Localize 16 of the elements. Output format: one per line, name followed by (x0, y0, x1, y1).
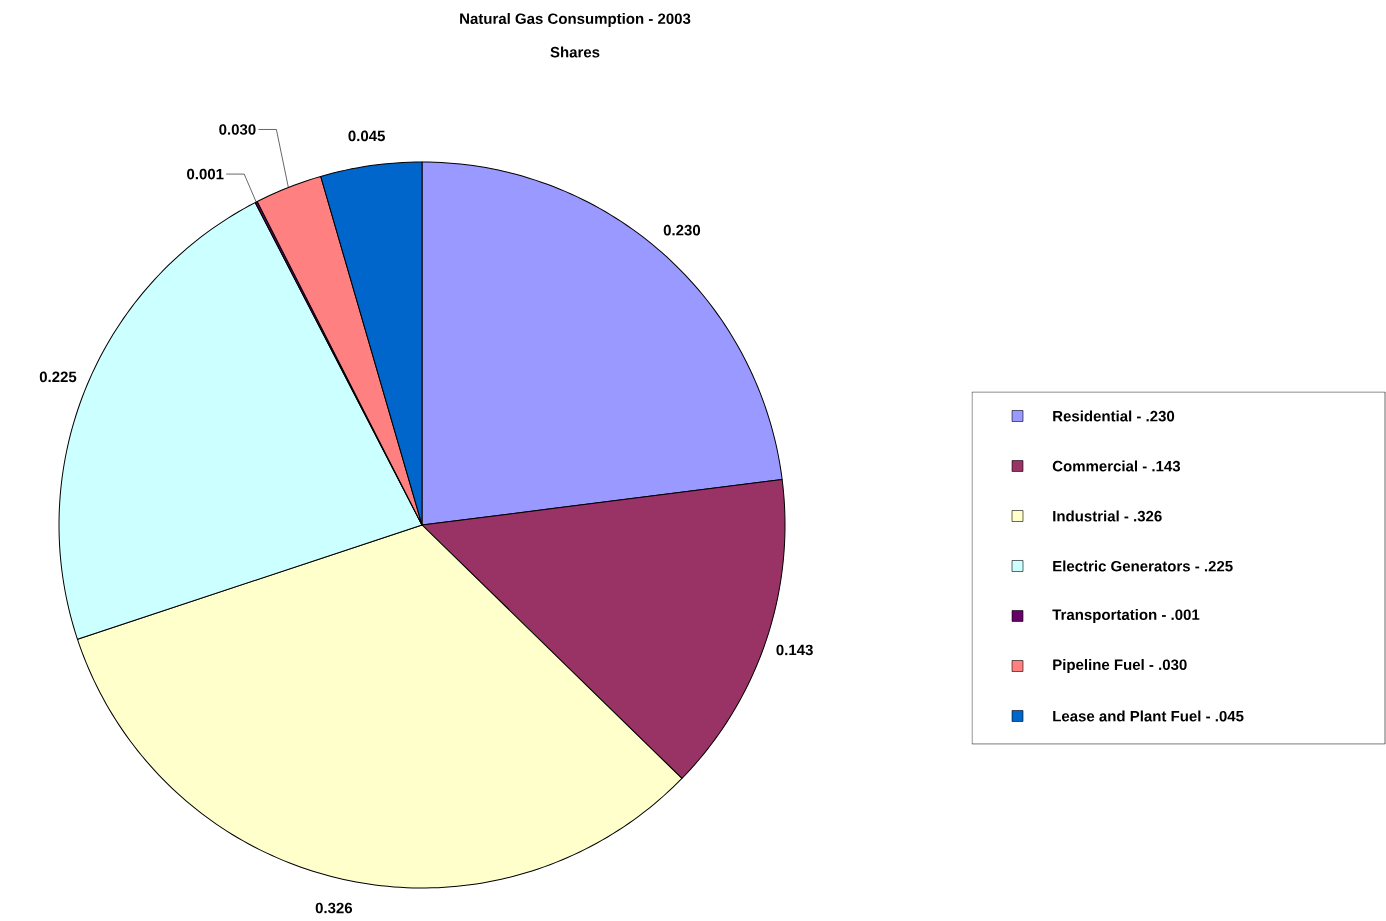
legend-label: Residential - .230 (1053, 410, 1175, 422)
data-label: 0.230 (663, 224, 701, 236)
legend-label: Commercial - .143 (1052, 460, 1181, 472)
chart-subtitle: Shares (550, 46, 600, 58)
legend-label: Transportation - .001 (1052, 609, 1200, 623)
chart-title: Natural Gas Consumption - 2003 (460, 13, 691, 27)
data-label: 0.225 (39, 371, 77, 383)
legend-label: Pipeline Fuel - .030 (1053, 659, 1187, 673)
data-label: 0.001 (187, 168, 224, 180)
data-label: 0.030 (219, 124, 256, 135)
data-label: 0.143 (776, 644, 813, 656)
data-label: 0.045 (348, 130, 385, 142)
legend-label: Electric Generators - .225 (1053, 560, 1233, 572)
legend-label: Industrial - .326 (1053, 510, 1162, 522)
data-label: 0.326 (315, 902, 353, 914)
legend-label: Lease and Plant Fuel - .045 (1053, 710, 1244, 722)
